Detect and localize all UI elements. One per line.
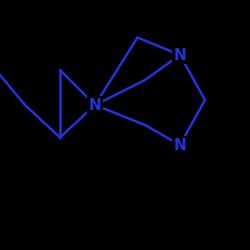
Text: N: N — [174, 48, 186, 62]
Text: N: N — [88, 98, 102, 112]
Text: N: N — [174, 138, 186, 152]
